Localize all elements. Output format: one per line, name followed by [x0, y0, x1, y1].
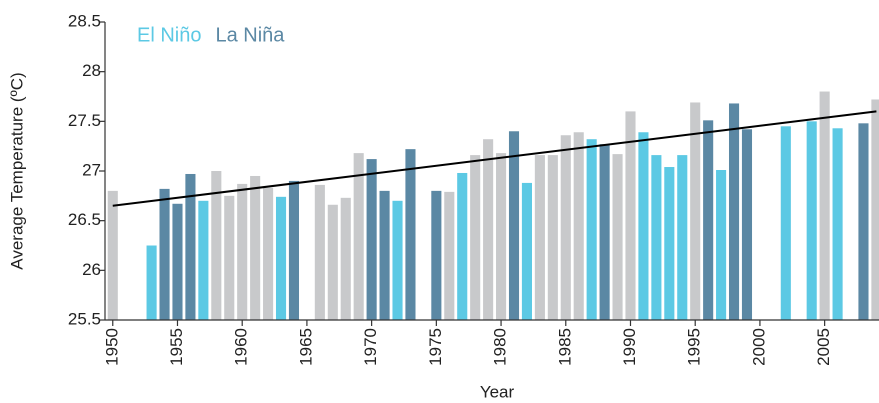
bar [728, 103, 740, 320]
bar [651, 155, 662, 320]
bar [340, 197, 351, 320]
bar [185, 173, 196, 320]
y-axis-label: Average Temperature (ºC) [7, 72, 26, 269]
bar [483, 139, 494, 320]
x-tick-label: 1985 [555, 328, 574, 366]
bar [159, 188, 170, 320]
bar [288, 180, 300, 320]
bar [224, 195, 235, 320]
bar [146, 245, 157, 320]
y-tick-label: 26.5 [68, 210, 101, 229]
bar [547, 155, 558, 320]
bar [780, 126, 791, 320]
bar [496, 153, 507, 320]
bar [871, 99, 879, 320]
bar [741, 129, 753, 320]
bar [716, 170, 727, 320]
x-tick-label: 1965 [296, 328, 315, 366]
legend-entry: La Niña [215, 24, 285, 46]
x-tick-label: 1995 [685, 328, 704, 366]
bar [211, 171, 222, 320]
y-tick-label: 25.5 [68, 309, 101, 328]
bar [457, 172, 468, 320]
bar [573, 132, 584, 320]
bar [806, 121, 817, 320]
bar [405, 149, 416, 320]
x-tick-label: 1975 [426, 328, 445, 366]
bar [353, 153, 364, 320]
bar [599, 144, 610, 320]
bar [534, 155, 545, 320]
bar [638, 132, 649, 320]
bar [470, 155, 481, 320]
y-tick-label: 28.5 [68, 11, 101, 30]
x-tick-label: 1970 [361, 328, 380, 366]
x-tick-label: 1955 [167, 328, 186, 366]
bar [107, 190, 118, 320]
y-tick-label: 28 [82, 61, 101, 80]
y-tick-label: 26 [82, 260, 101, 279]
x-tick-label: 1960 [232, 328, 251, 366]
bar [612, 154, 623, 320]
bar [366, 159, 377, 320]
bar [263, 187, 274, 320]
legend-entry: El Niño [137, 24, 201, 46]
x-tick-label: 1980 [491, 328, 510, 366]
bar [392, 200, 403, 320]
bar [198, 200, 209, 320]
bar [819, 91, 830, 321]
bar [444, 191, 455, 320]
x-axis-label: Year [480, 382, 515, 401]
y-tick-label: 27.5 [68, 111, 101, 130]
trend-line [112, 110, 877, 207]
bar [677, 155, 688, 320]
x-tick-label: 2005 [814, 328, 833, 366]
x-tick-label: 1950 [102, 328, 121, 366]
bar [379, 190, 390, 320]
bar [664, 167, 675, 320]
bar [314, 184, 325, 320]
bar [690, 102, 701, 321]
bar [327, 204, 338, 320]
bar [172, 203, 183, 320]
bar [625, 111, 636, 321]
x-tick-label: 1990 [620, 328, 639, 366]
y-tick-label: 27 [82, 160, 101, 179]
bar [703, 120, 714, 320]
bar [237, 183, 248, 320]
bar [431, 190, 442, 320]
bar [250, 175, 261, 320]
bar [586, 139, 597, 320]
bar [275, 196, 287, 320]
bar [832, 128, 843, 320]
bar [521, 182, 532, 320]
bar [560, 135, 571, 320]
bar [508, 131, 520, 320]
bar [858, 123, 869, 320]
x-tick-label: 2000 [749, 328, 768, 366]
